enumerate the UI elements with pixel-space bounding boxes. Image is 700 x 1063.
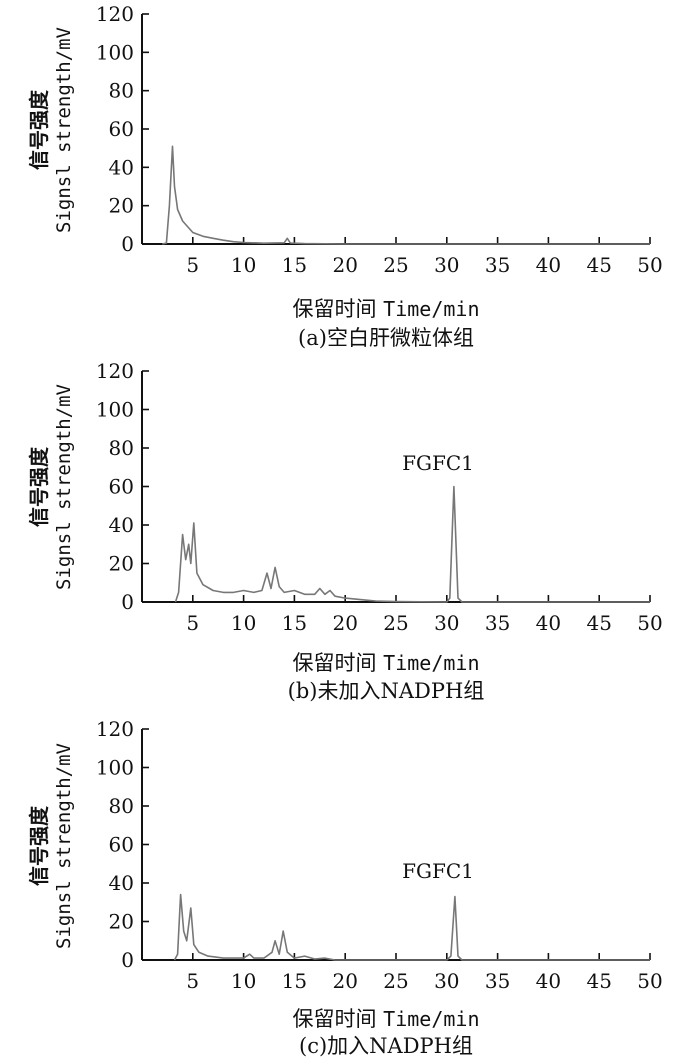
x-axis-label: 保留时间 Time/min <box>292 297 479 321</box>
y-axis-label: 信号强度 Signsl strength/mV <box>27 743 75 949</box>
y-tick-label: 60 <box>109 833 134 857</box>
y-tick-label: 0 <box>121 948 134 972</box>
x-tick-label: 20 <box>332 611 357 635</box>
x-tick-label: 45 <box>586 611 611 635</box>
x-tick-label: 5 <box>186 969 199 993</box>
x-axis-label: 保留时间 Time/min <box>292 651 479 675</box>
y-tick-label: 100 <box>96 40 134 64</box>
x-tick-label: 5 <box>186 253 199 277</box>
series-line <box>174 485 650 603</box>
panel-caption: (c)加入NADPH组 <box>299 1034 473 1058</box>
y-tick-label: 40 <box>109 871 134 895</box>
y-axis-label-en: Signsl strength/mV <box>53 27 75 233</box>
y-tick-label: 20 <box>109 552 134 576</box>
x-tick-label: 20 <box>332 969 357 993</box>
x-tick-label: 25 <box>383 253 408 277</box>
y-axis-label-cn: 信号强度 <box>27 805 51 886</box>
x-tick-label: 40 <box>536 969 561 993</box>
y-axis-label-en: Signsl strength/mV <box>53 384 75 590</box>
series-line <box>173 893 650 961</box>
x-axis-label-en: Time/min <box>383 1007 479 1031</box>
y-tick-label: 100 <box>96 756 134 780</box>
y-tick-label: 40 <box>109 155 134 179</box>
y-axis-label-cn: 信号强度 <box>27 89 51 170</box>
x-tick-label: 30 <box>434 611 459 635</box>
x-tick-label: 40 <box>536 253 561 277</box>
x-tick-label: 5 <box>186 611 199 635</box>
x-tick-label: 30 <box>434 969 459 993</box>
y-tick-label: 80 <box>109 79 134 103</box>
y-axis-label: 信号强度 Signsl strength/mV <box>27 384 75 590</box>
y-tick-label: 0 <box>121 590 134 614</box>
y-axis-label-en: Signsl strength/mV <box>53 743 75 949</box>
x-tick-label: 15 <box>282 253 307 277</box>
y-tick-label: 60 <box>109 475 134 499</box>
x-axis-label-cn: 保留时间 <box>292 297 383 321</box>
x-tick-label: 25 <box>383 969 408 993</box>
x-tick-label: 35 <box>485 253 510 277</box>
x-tick-label: 40 <box>536 611 561 635</box>
x-tick-label: 50 <box>637 253 662 277</box>
x-tick-label: 10 <box>231 969 256 993</box>
y-tick-label: 0 <box>121 232 134 256</box>
chart-panel-b: 0 20 40 60 80 100 120 5 10 15 20 25 30 35 40 45 50 FGFC1 信… <box>27 359 663 703</box>
x-tick-label: 35 <box>485 611 510 635</box>
x-tick-label: 35 <box>485 969 510 993</box>
x-axis-label: 保留时间 Time/min <box>292 1007 479 1031</box>
x-axis-label-cn: 保留时间 <box>292 1007 383 1031</box>
y-tick-label: 60 <box>109 117 134 141</box>
y-tick-label: 120 <box>96 2 134 26</box>
y-tick-label: 20 <box>109 910 134 934</box>
chart-panel-a: 0 20 40 60 80 100 120 5 10 15 20 25 30 35 40 45 50 信号强度 Si… <box>27 2 663 350</box>
y-tick-label: 40 <box>109 513 134 537</box>
x-tick-label: 10 <box>231 253 256 277</box>
y-tick-label: 80 <box>109 794 134 818</box>
x-axis-label-en: Time/min <box>383 297 479 321</box>
x-tick-label: 20 <box>332 253 357 277</box>
y-axis-label-cn: 信号强度 <box>27 446 51 527</box>
series-line <box>162 145 650 245</box>
y-tick-label: 100 <box>96 398 134 422</box>
x-tick-label: 45 <box>586 253 611 277</box>
x-axis-label-en: Time/min <box>383 651 479 675</box>
x-tick-label: 15 <box>282 969 307 993</box>
x-tick-label: 15 <box>282 611 307 635</box>
x-axis-label-cn: 保留时间 <box>292 651 383 675</box>
x-tick-label: 25 <box>383 611 408 635</box>
y-tick-label: 20 <box>109 194 134 218</box>
y-tick-label: 120 <box>96 717 134 741</box>
panel-caption: (b)未加入NADPH组 <box>288 679 485 703</box>
peak-annotation: FGFC1 <box>402 859 474 883</box>
panel-caption: (a)空白肝微粒体组 <box>298 326 474 350</box>
y-tick-label: 120 <box>96 359 134 383</box>
y-tick-label: 80 <box>109 436 134 460</box>
peak-annotation: FGFC1 <box>402 451 474 475</box>
x-tick-label: 50 <box>637 611 662 635</box>
x-tick-label: 50 <box>637 969 662 993</box>
x-tick-label: 30 <box>434 253 459 277</box>
chart-panel-c: 0 20 40 60 80 100 120 5 10 15 20 25 30 35 40 45 50 FGFC1 信… <box>27 717 663 1058</box>
x-tick-label: 45 <box>586 969 611 993</box>
x-tick-label: 10 <box>231 611 256 635</box>
y-axis-label: 信号强度 Signsl strength/mV <box>27 27 75 233</box>
